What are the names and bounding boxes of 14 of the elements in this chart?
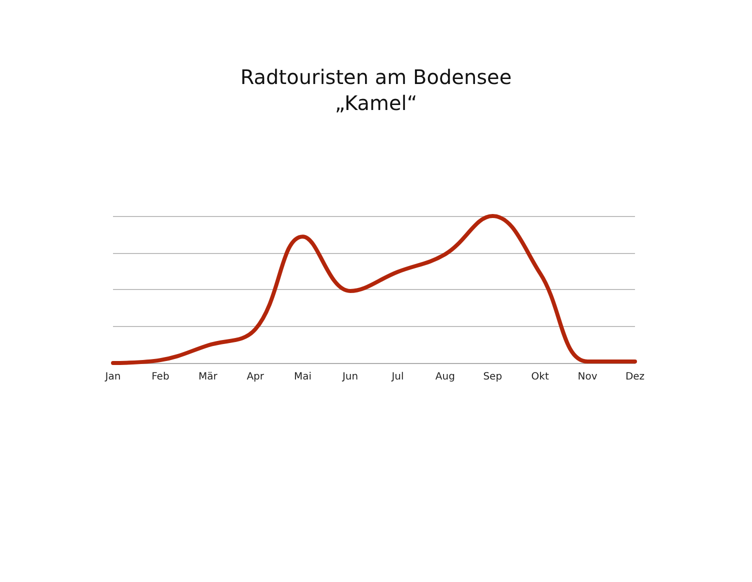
x-tick-label: Feb <box>152 372 170 382</box>
x-tick-label: Apr <box>246 372 265 382</box>
x-tick-label: Mai <box>294 372 312 382</box>
chart-subtitle: „Kamel“ <box>334 91 418 115</box>
x-tick-label: Aug <box>435 372 455 382</box>
x-tick-label: Nov <box>578 372 598 382</box>
x-tick-label: Jan <box>104 372 121 382</box>
x-tick-label: Jul <box>390 372 404 382</box>
x-tick-label: Jun <box>341 372 358 382</box>
x-tick-label: Sep <box>483 372 502 382</box>
x-tick-label: Okt <box>531 372 549 382</box>
x-tick-label: Mär <box>198 372 218 382</box>
x-tick-label: Dez <box>625 372 645 382</box>
chart-title: Radtouristen am Bodensee <box>240 65 512 89</box>
